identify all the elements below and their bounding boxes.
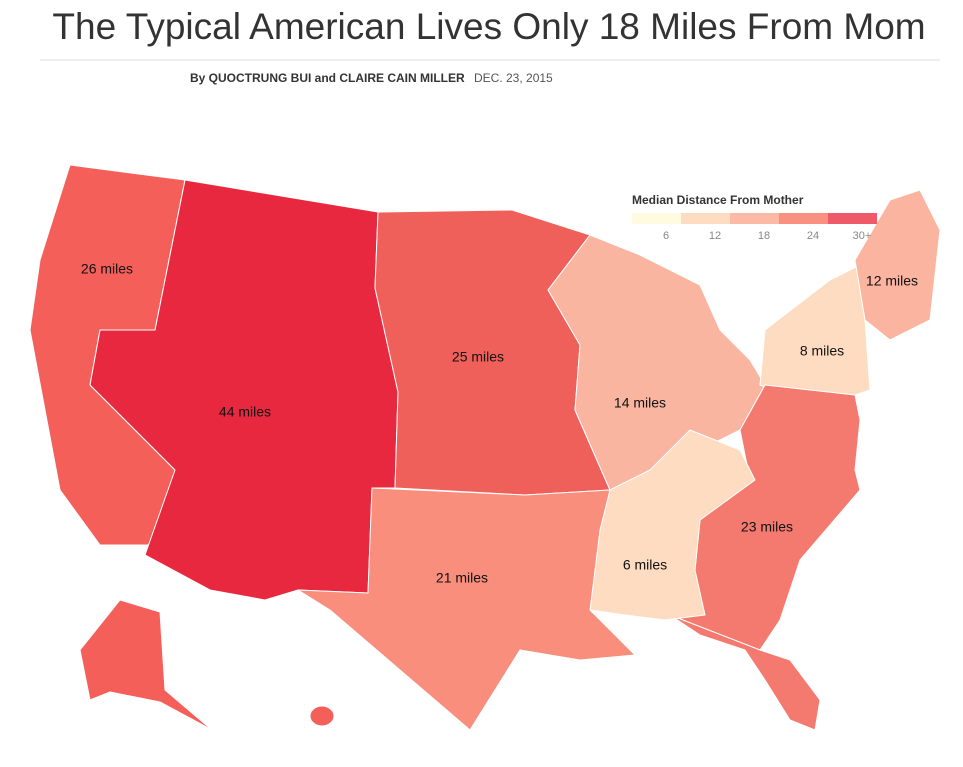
legend-tick-label: 18 <box>758 230 770 242</box>
legend-tick-label: 24 <box>807 230 819 242</box>
region-label: 14 miles <box>614 395 666 411</box>
region-label: 25 miles <box>452 349 504 365</box>
region-label: 44 miles <box>219 404 271 420</box>
legend-title: Median Distance From Mother <box>632 193 804 207</box>
legend-swatch <box>730 213 779 224</box>
legend-swatch <box>681 213 730 224</box>
title: The Typical American Lives Only 18 Miles… <box>52 6 925 47</box>
legend-swatch <box>779 213 828 224</box>
region-label: 8 miles <box>800 343 844 359</box>
region-label: 26 miles <box>81 261 133 277</box>
legend-tick-label: 6 <box>663 230 669 242</box>
region <box>854 189 941 341</box>
region-label: 21 miles <box>436 570 488 586</box>
region-label: 12 miles <box>866 273 918 289</box>
region <box>309 705 335 727</box>
region <box>79 599 213 731</box>
map <box>29 164 941 731</box>
legend-swatch <box>828 213 877 224</box>
region-label: 6 miles <box>623 557 667 573</box>
legend-tick-label: 30+ <box>853 230 872 242</box>
date: DEC. 23, 2015 <box>474 71 553 85</box>
region <box>297 487 636 731</box>
legend-tick-label: 12 <box>709 230 721 242</box>
region <box>669 614 821 731</box>
legend-swatch <box>632 213 681 224</box>
region-label: 23 miles <box>741 519 793 535</box>
legend: Median Distance From Mother 6 12 18 24 30+ <box>632 193 877 242</box>
region-labels: 26 miles 44 miles 25 miles 14 miles 8 miles 1… <box>81 261 918 586</box>
region <box>759 264 871 396</box>
byline: By QUOCTRUNG BUI and CLAIRE CAIN MILLER <box>190 71 465 85</box>
